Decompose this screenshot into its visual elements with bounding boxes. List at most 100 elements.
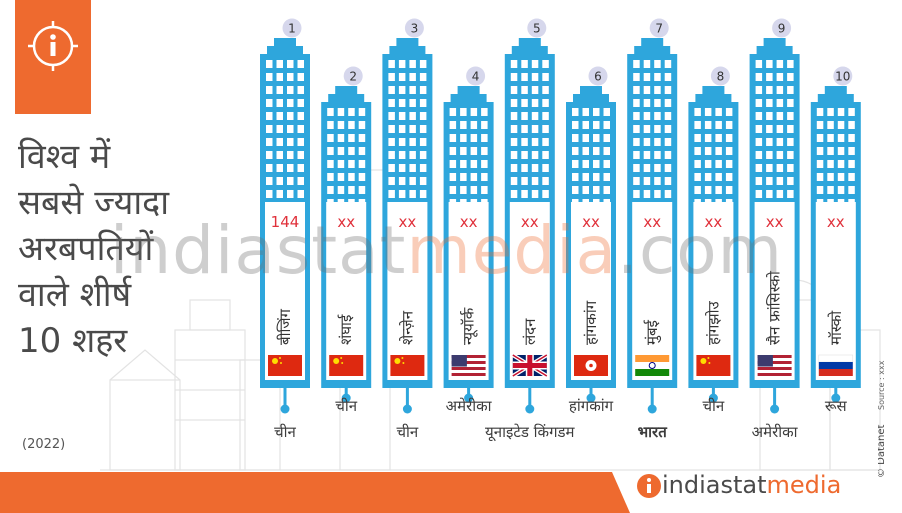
window xyxy=(531,164,539,172)
window xyxy=(654,112,661,120)
window xyxy=(388,86,395,94)
flag-stripe xyxy=(451,361,486,364)
window xyxy=(572,147,579,155)
window xyxy=(654,73,661,81)
flag-stripe xyxy=(757,367,792,370)
country-label: चीन xyxy=(274,423,296,441)
window xyxy=(409,99,416,107)
datanet-text: © Datanet xyxy=(878,424,887,478)
rank-badge xyxy=(649,18,669,38)
window xyxy=(542,138,549,146)
flag-star xyxy=(394,358,401,364)
window xyxy=(521,164,528,172)
window xyxy=(327,160,334,168)
window xyxy=(827,160,834,168)
flag-field xyxy=(390,355,425,376)
window xyxy=(593,121,600,129)
window xyxy=(409,190,416,198)
window xyxy=(297,125,304,133)
brand-logo-icon xyxy=(637,474,661,498)
flag-field xyxy=(696,355,731,376)
flag-star xyxy=(280,362,282,364)
window xyxy=(358,147,366,155)
window xyxy=(542,151,549,159)
window xyxy=(398,190,406,198)
window xyxy=(398,86,406,94)
country-label: अमेरीका xyxy=(751,423,798,441)
window xyxy=(572,160,579,168)
window xyxy=(521,125,528,133)
window xyxy=(327,134,334,142)
window xyxy=(755,73,763,81)
window xyxy=(460,134,467,142)
connector-dot xyxy=(402,404,412,414)
city-label: हांगकांग xyxy=(582,300,600,345)
window xyxy=(287,190,294,198)
window xyxy=(837,173,845,181)
window xyxy=(643,60,651,68)
window xyxy=(358,160,366,168)
window xyxy=(470,147,478,155)
window xyxy=(593,160,600,168)
window xyxy=(409,138,416,146)
window xyxy=(287,73,294,81)
window xyxy=(664,125,672,133)
window xyxy=(582,108,589,116)
flag-field xyxy=(268,355,302,376)
window xyxy=(287,177,294,185)
rank-label: 3 xyxy=(411,22,419,36)
window xyxy=(337,134,345,142)
label-panel xyxy=(815,202,856,380)
window xyxy=(816,186,824,194)
window xyxy=(398,164,406,172)
window xyxy=(481,173,488,181)
window xyxy=(266,125,273,133)
window xyxy=(276,60,283,68)
window xyxy=(276,177,283,185)
window xyxy=(287,138,294,146)
flag-field xyxy=(329,355,364,376)
window xyxy=(398,112,406,120)
window xyxy=(633,60,640,68)
window xyxy=(388,151,395,159)
window xyxy=(419,151,427,159)
window xyxy=(633,86,640,94)
country-label: रूस xyxy=(824,397,847,415)
country-label: यूनाइटेड किंगडम xyxy=(485,423,575,441)
window xyxy=(481,134,488,142)
window xyxy=(388,99,395,107)
window xyxy=(787,60,794,68)
window xyxy=(787,177,794,185)
flag-star xyxy=(707,357,710,359)
window xyxy=(633,151,640,159)
window xyxy=(787,112,794,120)
window xyxy=(755,138,763,146)
window xyxy=(348,186,355,194)
window xyxy=(766,86,773,94)
window xyxy=(755,164,763,172)
window xyxy=(633,73,640,81)
window xyxy=(419,73,427,81)
window xyxy=(388,164,395,172)
window xyxy=(664,164,672,172)
window xyxy=(848,121,855,129)
window xyxy=(358,108,366,116)
window xyxy=(582,173,589,181)
window xyxy=(297,151,304,159)
window xyxy=(787,73,794,81)
window xyxy=(766,60,773,68)
window xyxy=(715,121,722,129)
window xyxy=(633,164,640,172)
window xyxy=(827,173,834,181)
window xyxy=(704,173,712,181)
window xyxy=(521,73,528,81)
window xyxy=(816,134,824,142)
city-label: लंदन xyxy=(521,318,539,345)
window xyxy=(664,190,672,198)
window xyxy=(419,125,427,133)
window xyxy=(848,134,855,142)
city-label: मॉस्को xyxy=(827,310,845,345)
window xyxy=(816,173,824,181)
window xyxy=(542,190,549,198)
